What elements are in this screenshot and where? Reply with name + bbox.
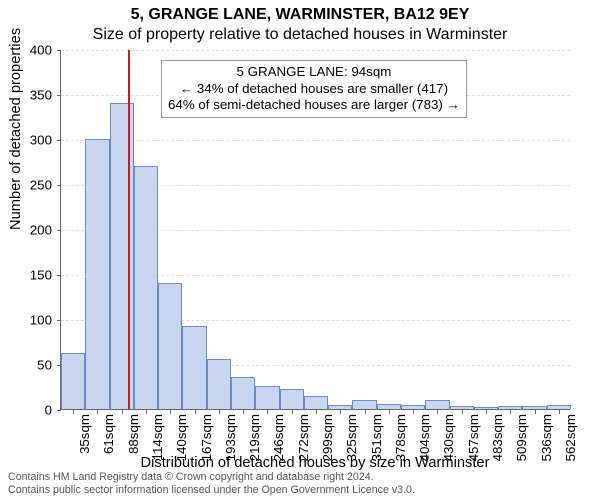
x-tick-label: 35sqm [77, 414, 92, 454]
x-tick-mark [413, 410, 414, 414]
bar [255, 386, 279, 409]
bar [498, 406, 522, 409]
gridline [61, 140, 570, 141]
y-tick-mark [57, 185, 61, 186]
x-tick-label: 88sqm [126, 414, 141, 454]
x-tick-mark [462, 410, 463, 414]
bar [474, 407, 498, 409]
y-tick-label: 400 [16, 43, 52, 58]
y-tick-mark [57, 410, 61, 411]
x-tick-mark [243, 410, 244, 414]
annotation-box: 5 GRANGE LANE: 94sqm← 34% of detached ho… [161, 60, 467, 118]
x-tick-mark [146, 410, 147, 414]
footer: Contains HM Land Registry data © Crown c… [8, 471, 415, 496]
x-tick-mark [535, 410, 536, 414]
bar [352, 400, 376, 409]
footer-line2: Contains public sector information licen… [8, 484, 415, 496]
footer-line1: Contains HM Land Registry data © Crown c… [8, 471, 415, 483]
chart-title: 5, GRANGE LANE, WARMINSTER, BA12 9EY [0, 0, 600, 24]
bar [522, 406, 546, 409]
y-tick-mark [57, 275, 61, 276]
chart-container: 5, GRANGE LANE, WARMINSTER, BA12 9EY Siz… [0, 0, 600, 500]
annotation-line3: 64% of semi-detached houses are larger (… [168, 97, 460, 114]
chart-subtitle: Size of property relative to detached ho… [0, 24, 600, 44]
bar [547, 405, 571, 409]
bar [231, 377, 255, 409]
y-tick-label: 200 [16, 223, 52, 238]
plot: 35sqm61sqm88sqm114sqm140sqm167sqm193sqm2… [60, 50, 570, 410]
x-tick-mark [559, 410, 560, 414]
bar [425, 400, 449, 409]
y-tick-label: 0 [16, 403, 52, 418]
x-tick-mark [340, 410, 341, 414]
x-tick-mark [437, 410, 438, 414]
y-tick-label: 50 [16, 358, 52, 373]
annotation-line2: ← 34% of detached houses are smaller (41… [168, 81, 460, 98]
y-tick-label: 250 [16, 178, 52, 193]
x-tick-label: 114sqm [150, 414, 165, 460]
bar [207, 359, 231, 409]
x-tick-mark [389, 410, 390, 414]
bar [377, 404, 401, 409]
y-tick-mark [57, 50, 61, 51]
x-tick-mark [97, 410, 98, 414]
gridline [61, 50, 570, 51]
x-tick-mark [219, 410, 220, 414]
x-tick-mark [195, 410, 196, 414]
x-tick-mark [170, 410, 171, 414]
x-tick-mark [267, 410, 268, 414]
y-tick-mark [57, 320, 61, 321]
x-tick-mark [486, 410, 487, 414]
bar [85, 139, 109, 409]
y-tick-label: 350 [16, 88, 52, 103]
x-tick-mark [292, 410, 293, 414]
y-tick-label: 300 [16, 133, 52, 148]
x-tick-mark [73, 410, 74, 414]
y-tick-mark [57, 140, 61, 141]
x-tick-mark [122, 410, 123, 414]
bar [134, 166, 158, 409]
annotation-line1: 5 GRANGE LANE: 94sqm [168, 64, 460, 81]
bar [328, 405, 352, 410]
bar [450, 406, 474, 409]
bar [61, 353, 85, 409]
bar [280, 389, 304, 409]
x-tick-mark [316, 410, 317, 414]
x-axis-title: Distribution of detached houses by size … [60, 455, 570, 471]
x-tick-mark [510, 410, 511, 414]
plot-area: 35sqm61sqm88sqm114sqm140sqm167sqm193sqm2… [60, 50, 570, 410]
marker-line [128, 50, 130, 409]
y-tick-label: 150 [16, 268, 52, 283]
x-tick-mark [365, 410, 366, 414]
y-axis-title: Number of detached properties [8, 28, 24, 230]
y-tick-mark [57, 95, 61, 96]
x-tick-label: 61sqm [101, 414, 116, 454]
bar [158, 283, 182, 409]
bar [401, 405, 425, 410]
bar [304, 396, 328, 409]
y-tick-mark [57, 230, 61, 231]
y-tick-label: 100 [16, 313, 52, 328]
bar [182, 326, 206, 409]
